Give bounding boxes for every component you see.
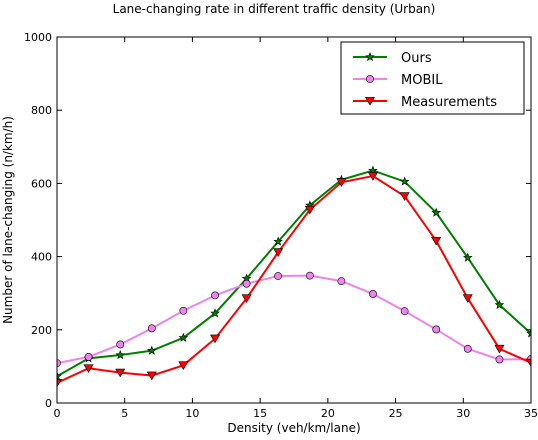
x-tick-label: 10 bbox=[185, 407, 199, 420]
data-point-ours bbox=[399, 176, 410, 186]
data-point-mobil bbox=[369, 290, 377, 298]
legend-marker-measurements bbox=[364, 97, 376, 106]
y-tick-label: 800 bbox=[31, 104, 52, 117]
y-tick-label: 600 bbox=[31, 177, 52, 190]
x-tick-label: 30 bbox=[456, 407, 470, 420]
data-point-measurements bbox=[525, 358, 531, 368]
data-point-mobil bbox=[147, 324, 156, 333]
data-point-mobil bbox=[242, 279, 251, 288]
legend-label-ours: Ours bbox=[401, 51, 432, 66]
data-point-measurements bbox=[83, 364, 94, 373]
legend-marker-mobil bbox=[366, 75, 374, 83]
data-point-measurements bbox=[431, 236, 442, 246]
data-point-mobil bbox=[179, 306, 188, 315]
series-line-ours bbox=[57, 169, 531, 378]
data-point-ours bbox=[462, 252, 473, 262]
data-point-mobil bbox=[432, 325, 441, 334]
data-point-measurements bbox=[304, 205, 315, 215]
plot-area bbox=[57, 165, 531, 388]
data-point-mobil bbox=[400, 307, 409, 316]
series-line-mobil bbox=[57, 274, 531, 365]
series-line-measurements bbox=[57, 175, 531, 384]
data-point-ours bbox=[115, 350, 126, 360]
data-point-mobil bbox=[211, 291, 219, 300]
data-point-ours bbox=[526, 328, 531, 338]
y-tick-label: 0 bbox=[45, 397, 52, 410]
data-point-mobil bbox=[495, 355, 504, 364]
x-tick-label: 35 bbox=[524, 407, 538, 420]
data-point-ours bbox=[273, 236, 283, 246]
axis-ticks: 0 5 10 15 20 25 30 35 0 200 400 600 800 1000 bbox=[24, 31, 538, 420]
y-tick-label: 400 bbox=[31, 251, 52, 264]
legend-marker-ours bbox=[365, 51, 375, 62]
data-point-measurements bbox=[178, 361, 189, 370]
data-point-mobil bbox=[463, 344, 472, 353]
plot-frame bbox=[56, 36, 532, 404]
data-point-ours bbox=[494, 299, 505, 309]
x-axis-label: Density (veh/km/lane) bbox=[227, 421, 360, 435]
x-tick-label: 5 bbox=[121, 407, 128, 420]
chart-title: Lane-changing rate in different traffic … bbox=[113, 2, 436, 16]
y-tick-label: 200 bbox=[31, 324, 52, 337]
data-point-measurements bbox=[115, 368, 126, 378]
legend: Ours MOBIL Measurements bbox=[340, 41, 525, 115]
data-point-measurements bbox=[462, 294, 473, 303]
y-axis-label: Number of lane-changing (n/km/h) bbox=[1, 116, 15, 324]
legend-label-mobil: MOBIL bbox=[401, 73, 443, 88]
data-point-measurements bbox=[367, 172, 378, 181]
data-point-mobil bbox=[274, 272, 283, 280]
data-point-measurements bbox=[146, 371, 157, 381]
data-point-ours bbox=[431, 207, 441, 217]
legend-label-measurements: Measurements bbox=[401, 95, 497, 110]
data-point-mobil bbox=[337, 277, 346, 286]
data-point-measurements bbox=[494, 344, 505, 354]
data-point-measurements bbox=[273, 248, 284, 257]
x-tick-label: 0 bbox=[54, 407, 61, 420]
data-point-measurements bbox=[399, 192, 410, 201]
y-tick-label: 1000 bbox=[24, 31, 52, 44]
x-tick-label: 20 bbox=[321, 407, 335, 420]
data-point-ours bbox=[57, 371, 62, 381]
data-point-ours bbox=[147, 345, 157, 355]
x-tick-label: 15 bbox=[253, 407, 267, 420]
data-point-ours bbox=[210, 308, 220, 318]
x-tick-label: 25 bbox=[389, 407, 403, 420]
data-point-measurements bbox=[57, 378, 63, 388]
data-point-measurements bbox=[336, 178, 347, 187]
data-point-mobil bbox=[84, 352, 93, 361]
data-point-measurements bbox=[241, 294, 252, 303]
series-group bbox=[57, 165, 531, 388]
data-point-mobil bbox=[305, 271, 314, 280]
data-point-ours bbox=[178, 332, 189, 342]
data-point-mobil bbox=[116, 340, 125, 349]
data-point-measurements bbox=[210, 334, 221, 344]
